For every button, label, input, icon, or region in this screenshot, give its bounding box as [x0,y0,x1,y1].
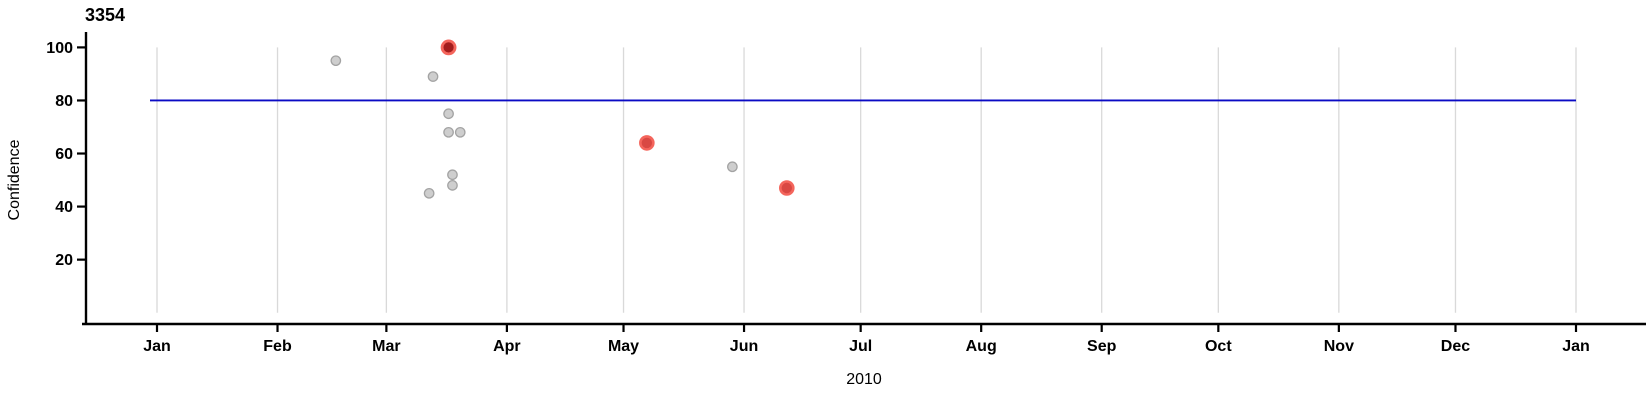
data-point-gray [330,55,342,67]
data-point-gray [447,169,458,181]
x-tick-label: Feb [263,338,292,355]
data-point-gray [727,161,738,173]
x-tick-label: May [608,338,639,355]
x-tick-label: Mar [372,338,400,355]
x-tick-label: Nov [1324,338,1354,355]
data-point-gray [454,126,466,138]
data-point-red [779,180,795,196]
x-tick-label: Dec [1441,338,1470,355]
y-tick-label: 80 [55,93,73,110]
y-tick-label: 40 [55,199,73,216]
data-point-gray [443,126,454,138]
data-point-red-dark [440,39,457,56]
x-tick-label: Jul [849,338,872,355]
data-point-red [639,135,655,151]
y-axis-title: Confidence [6,139,23,221]
x-tick-label: Jan [1562,338,1590,355]
y-tick-label: 60 [55,146,73,163]
chart-title: 3354 [85,5,126,25]
x-tick-label: Jun [730,338,758,355]
y-tick-label: 100 [46,40,73,57]
data-point-gray [447,180,458,191]
x-tick-label: Oct [1205,338,1232,355]
x-tick-label: Jan [143,338,171,355]
y-tick-label: 20 [55,252,73,269]
x-tick-label: Apr [493,338,521,355]
data-point-gray [427,71,439,82]
data-point-gray [423,187,435,199]
data-point-gray [443,108,454,120]
x-tick-label: Sep [1087,338,1117,355]
x-tick-label: Aug [966,338,997,355]
x-axis-title: 2010 [846,371,882,388]
